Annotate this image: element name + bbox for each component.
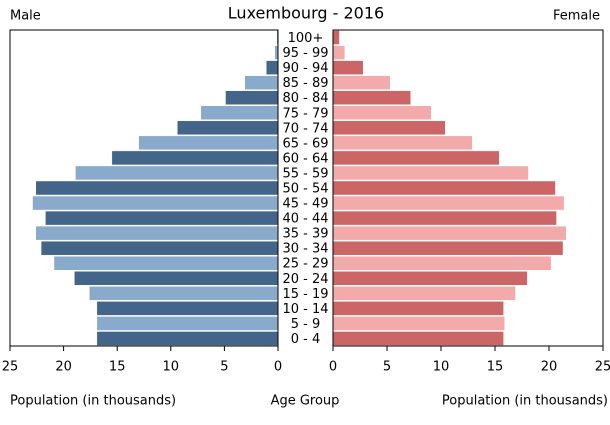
category-label: 45 - 49 xyxy=(282,197,328,212)
plot-frame xyxy=(9,29,279,347)
bar xyxy=(96,331,279,346)
x-tick-label: 10 xyxy=(163,360,180,375)
x-tick-label: 5 xyxy=(383,360,391,375)
bar xyxy=(332,301,504,316)
x-tick-label: 0 xyxy=(329,360,337,375)
bar xyxy=(53,255,279,271)
category-label: 35 - 39 xyxy=(282,227,328,242)
category-label: 5 - 9 xyxy=(291,317,321,332)
x-tick-label: 20 xyxy=(55,360,72,375)
category-label: 50 - 54 xyxy=(282,182,328,197)
category-label: 55 - 59 xyxy=(282,166,328,181)
bar xyxy=(265,60,279,75)
chart-title: Luxembourg - 2016 xyxy=(228,4,384,23)
bar xyxy=(332,45,346,60)
bar xyxy=(200,105,279,121)
legend-female: Female xyxy=(553,9,600,24)
x-tick-label: 5 xyxy=(220,360,228,375)
x-tick-label: 20 xyxy=(541,360,558,375)
bar xyxy=(138,135,279,151)
category-label: 30 - 34 xyxy=(282,242,328,257)
bar xyxy=(332,316,505,331)
x-tick-label: 10 xyxy=(433,360,450,375)
category-axis-label: Age Group xyxy=(271,394,340,409)
category-label: 80 - 84 xyxy=(282,91,328,106)
bar xyxy=(96,316,279,331)
bar xyxy=(35,180,279,196)
bar xyxy=(332,180,556,196)
bar xyxy=(332,30,340,45)
category-label: 20 - 24 xyxy=(282,272,328,287)
bar xyxy=(332,271,528,286)
bar xyxy=(332,150,500,166)
bar xyxy=(332,135,473,151)
bar xyxy=(225,90,279,105)
plot-frame xyxy=(332,29,604,347)
x-tick-label: 15 xyxy=(109,360,126,375)
bar xyxy=(332,240,564,256)
category-label: 15 - 19 xyxy=(282,287,328,302)
x-tick-label: 25 xyxy=(2,360,19,375)
bar xyxy=(332,90,412,105)
bar xyxy=(332,165,529,181)
bar xyxy=(332,105,432,121)
bar xyxy=(40,240,279,256)
bar xyxy=(332,120,446,136)
category-label: 65 - 69 xyxy=(282,136,328,151)
legend-male: Male xyxy=(10,9,41,24)
x-axis-label-left: Population (in thousands) xyxy=(10,394,176,409)
category-label: 60 - 64 xyxy=(282,151,328,166)
bar xyxy=(96,301,279,316)
category-label: 70 - 74 xyxy=(282,121,328,136)
bar xyxy=(332,225,567,241)
x-axis-label-right: Population (in thousands) xyxy=(442,394,608,409)
bar xyxy=(111,150,279,166)
bar xyxy=(176,120,279,136)
bar xyxy=(74,271,279,286)
bar xyxy=(32,195,279,211)
bar xyxy=(332,286,516,301)
bar xyxy=(332,255,552,271)
category-label: 25 - 29 xyxy=(282,257,328,272)
bar xyxy=(332,331,504,346)
bar xyxy=(244,75,279,90)
category-label: 85 - 89 xyxy=(282,76,328,91)
bar xyxy=(332,195,565,211)
bar xyxy=(89,286,279,301)
category-label: 100+ xyxy=(288,31,324,46)
category-label: 75 - 79 xyxy=(282,106,328,121)
bar xyxy=(75,165,279,181)
category-label: 95 - 99 xyxy=(282,46,328,61)
category-label: 10 - 14 xyxy=(282,302,328,317)
category-label: 90 - 94 xyxy=(282,61,328,76)
x-tick-label: 15 xyxy=(487,360,504,375)
category-label: 40 - 44 xyxy=(282,212,328,227)
bar xyxy=(332,210,557,226)
bar xyxy=(45,210,279,226)
category-label: 0 - 4 xyxy=(291,332,321,347)
x-tick-label: 25 xyxy=(595,360,610,375)
bar xyxy=(332,75,391,90)
bar xyxy=(332,60,364,75)
bar xyxy=(35,225,279,241)
x-tick-label: 0 xyxy=(274,360,282,375)
